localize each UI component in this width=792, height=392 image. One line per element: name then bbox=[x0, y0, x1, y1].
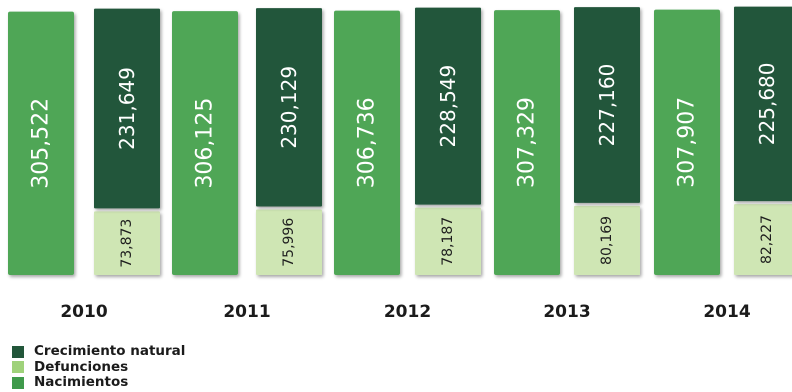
bar-nacimientos-2014 bbox=[654, 9, 720, 275]
bar-crecimiento-natural-2012 bbox=[415, 7, 481, 205]
legend-label-nacimientos: Nacimientos bbox=[34, 374, 129, 390]
bar-nacimientos-2013 bbox=[494, 10, 560, 276]
year-label-2014: 2014 bbox=[703, 302, 750, 322]
label-nacimientos-2012: 306,736 bbox=[355, 97, 380, 188]
year-label-2010: 2010 bbox=[60, 302, 107, 322]
bar-nacimientos-2011 bbox=[172, 11, 238, 276]
legend-swatch-nacimientos bbox=[12, 376, 24, 389]
legend: Crecimiento natural Defunciones Nacimien… bbox=[12, 343, 186, 391]
label-defunciones-2013: 80,169 bbox=[599, 216, 615, 265]
label-nacimientos-2011: 306,125 bbox=[193, 98, 218, 189]
label-defunciones-2011: 75,996 bbox=[281, 218, 297, 267]
bar-defunciones-2014 bbox=[734, 204, 792, 275]
legend-swatch-defunciones bbox=[12, 361, 24, 374]
year-label-2013: 2013 bbox=[543, 302, 590, 322]
bar-crecimiento-natural-2013 bbox=[574, 7, 640, 203]
bar-defunciones-2013 bbox=[574, 205, 640, 275]
legend-item-nacimientos: Nacimientos bbox=[12, 374, 185, 391]
label-defunciones-2012: 78,187 bbox=[440, 217, 456, 266]
bar-crecimiento-natural-2011 bbox=[256, 8, 322, 207]
year-label-2011: 2011 bbox=[223, 302, 270, 322]
bar-nacimientos-2012 bbox=[334, 10, 400, 276]
label-defunciones-2010: 73,873 bbox=[119, 219, 135, 268]
label-crecimiento-natural-2011: 230,129 bbox=[277, 66, 301, 149]
label-nacimientos-2014: 307,907 bbox=[675, 97, 700, 188]
label-defunciones-2014: 82,227 bbox=[759, 215, 775, 264]
legend-swatch-crecimiento-natural bbox=[12, 345, 24, 358]
bar-defunciones-2011 bbox=[256, 209, 322, 275]
bar-defunciones-2010 bbox=[94, 211, 160, 275]
bar-crecimiento-natural-2010 bbox=[94, 8, 160, 209]
legend-item-defunciones: Defunciones bbox=[12, 358, 185, 376]
legend-item-crecimiento-natural: Crecimiento natural bbox=[12, 343, 186, 360]
label-crecimiento-natural-2014: 225,680 bbox=[755, 62, 779, 145]
legend-label-defunciones: Defunciones bbox=[34, 358, 129, 375]
label-crecimiento-natural-2013: 227,160 bbox=[595, 64, 619, 147]
label-crecimiento-natural-2012: 228,549 bbox=[436, 65, 460, 148]
label-nacimientos-2010: 305,522 bbox=[29, 98, 54, 189]
year-label-2012: 2012 bbox=[384, 302, 431, 322]
label-nacimientos-2013: 307,329 bbox=[515, 97, 540, 188]
legend-label-crecimiento-natural: Crecimiento natural bbox=[34, 343, 186, 359]
label-crecimiento-natural-2010: 231,649 bbox=[115, 67, 139, 150]
bar-crecimiento-natural-2014 bbox=[734, 6, 792, 202]
bar-defunciones-2012 bbox=[415, 207, 481, 275]
bar-nacimientos-2010 bbox=[8, 11, 74, 275]
